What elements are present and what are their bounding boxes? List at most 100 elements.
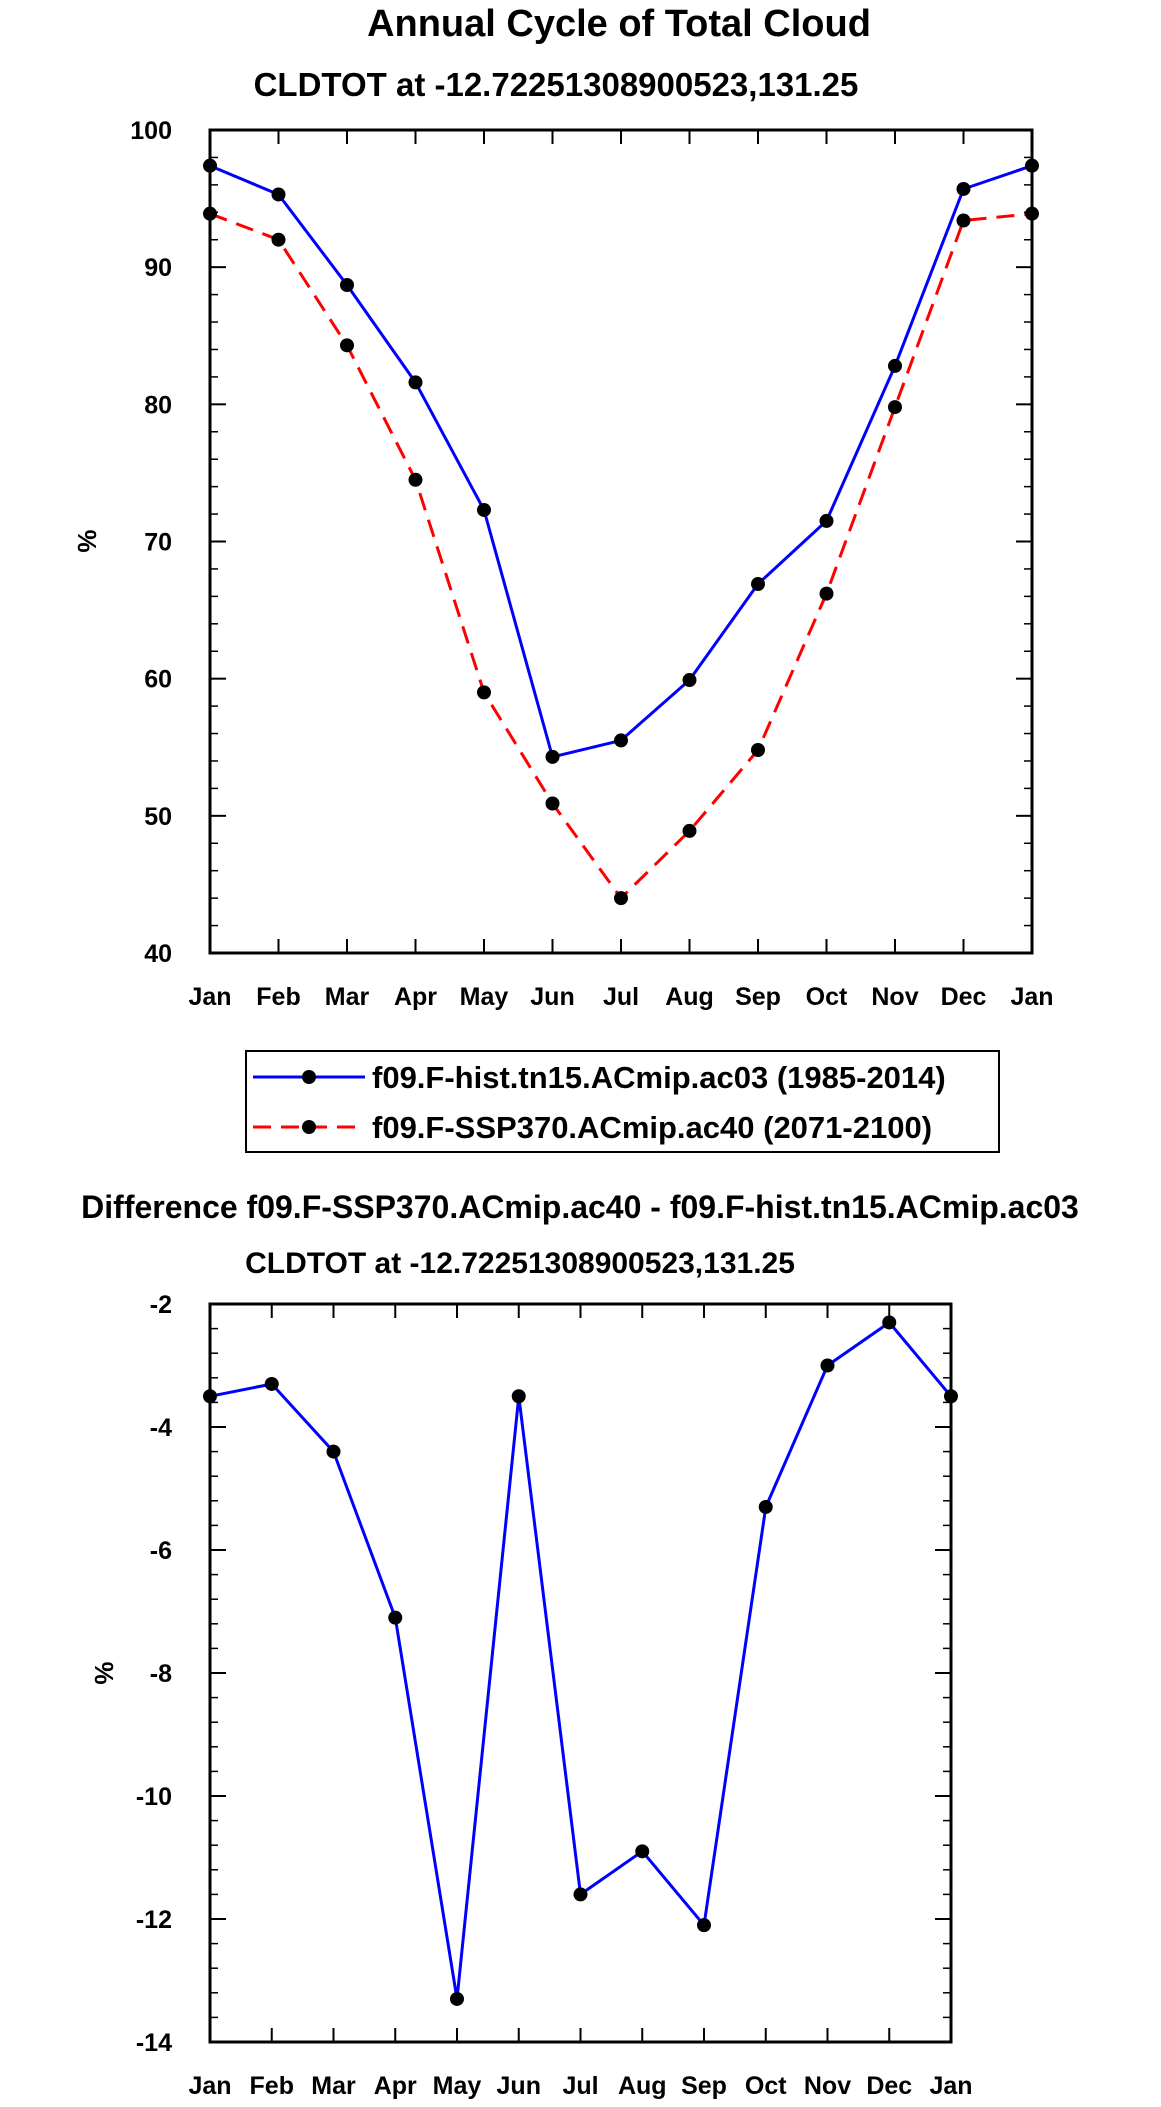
chart2-subtitle: CLDTOT at -12.72251308900523,131.25 xyxy=(245,1247,795,1280)
legend-label-hist: f09.F-hist.tn15.ACmip.ac03 (1985-2014) xyxy=(372,1060,946,1095)
legend-box xyxy=(245,1050,1000,1153)
chart2-markers xyxy=(203,1315,958,2006)
data-point-marker xyxy=(340,338,354,353)
data-point-marker xyxy=(340,277,354,292)
data-point-marker xyxy=(477,502,491,517)
chart2-y-tick-labels: -14 -12 -10 -8 -6 -4 -2 xyxy=(136,1291,172,2057)
chart2-plot-frame xyxy=(208,1302,953,2044)
chart1-series-lines xyxy=(209,164,1033,900)
data-point-marker xyxy=(545,749,560,764)
data-point-marker xyxy=(758,1499,773,1514)
legend-marker-hist xyxy=(302,1070,316,1084)
x-tick-label: Jan xyxy=(1010,983,1053,1011)
x-tick-label: Jan xyxy=(188,983,231,1011)
chart1-ticks xyxy=(209,129,1033,954)
chart1-plot-frame xyxy=(208,128,1034,955)
difference-chart: Difference f09.F-SSP370.ACmip.ac40 - f09… xyxy=(81,1189,1079,2100)
chart1-y-tick-labels: 40 50 60 70 80 90 100 xyxy=(130,117,172,968)
y-tick-label: 100 xyxy=(130,117,172,145)
x-tick-label: Jan xyxy=(188,2072,231,2100)
x-tick-label: Jul xyxy=(603,983,639,1011)
x-tick-label: May xyxy=(433,2072,482,2100)
data-point-marker xyxy=(408,375,423,390)
data-point-marker xyxy=(697,1918,711,1933)
annual-cycle-chart: Annual Cycle of Total Cloud CLDTOT at -1… xyxy=(72,3,1054,1011)
x-tick-label: Sep xyxy=(681,2072,727,2100)
legend-marker-ssp370 xyxy=(302,1120,316,1134)
chart1-markers xyxy=(203,158,1039,906)
x-tick-label: Aug xyxy=(665,983,714,1011)
chart1-x-tick-labels: Jan Feb Mar Apr May Jun Jul Aug Sep Oct Nov Dec Jan xyxy=(188,983,1053,1011)
chart2-x-tick-labels: Jan Feb Mar Apr May Jun Jul Aug Sep Oct Nov Dec Jan xyxy=(188,2072,972,2100)
chart2-ticks xyxy=(209,1303,952,2043)
data-point-marker xyxy=(888,400,902,415)
x-tick-label: Sep xyxy=(735,983,781,1011)
data-point-marker xyxy=(819,586,834,601)
data-point-marker xyxy=(751,742,765,757)
legend-label-ssp370: f09.F-SSP370.ACmip.ac40 (2071-2100) xyxy=(372,1110,932,1145)
data-point-marker xyxy=(751,577,765,592)
data-point-marker xyxy=(682,673,697,688)
y-tick-label: -6 xyxy=(150,1537,172,1565)
chart1-subtitle: CLDTOT at -12.72251308900523,131.25 xyxy=(254,66,859,103)
legend-item-hist: f09.F-hist.tn15.ACmip.ac03 (1985-2014) xyxy=(253,1060,946,1095)
data-point-marker xyxy=(408,472,423,487)
x-tick-label: Apr xyxy=(374,2072,417,2100)
data-point-marker xyxy=(477,685,491,700)
data-point-marker xyxy=(888,358,902,373)
x-tick-label: Nov xyxy=(871,983,918,1011)
y-tick-label: -8 xyxy=(150,1660,172,1688)
x-tick-label: Feb xyxy=(250,2072,294,2100)
x-tick-label: Dec xyxy=(941,983,987,1011)
x-tick-label: Oct xyxy=(745,2072,787,2100)
y-tick-label: -12 xyxy=(136,1906,172,1934)
data-point-marker xyxy=(264,1376,279,1391)
x-tick-label: Aug xyxy=(618,2072,667,2100)
x-tick-label: Mar xyxy=(325,983,370,1011)
y-tick-label: -2 xyxy=(150,1291,172,1319)
x-tick-label: Oct xyxy=(806,983,848,1011)
chart2-y-axis-label: % xyxy=(89,1661,119,1684)
legend: f09.F-hist.tn15.ACmip.ac03 (1985-2014) f… xyxy=(245,1050,1000,1153)
data-point-marker xyxy=(882,1315,897,1330)
chart1-title: Annual Cycle of Total Cloud xyxy=(367,3,871,45)
data-point-marker xyxy=(573,1887,588,1902)
x-tick-label: Nov xyxy=(804,2072,851,2100)
chart2-title: Difference f09.F-SSP370.ACmip.ac40 - f09… xyxy=(81,1189,1079,1225)
y-tick-label: 60 xyxy=(144,666,172,694)
data-point-marker xyxy=(271,187,286,202)
y-tick-label: 90 xyxy=(144,254,172,282)
y-tick-label: -14 xyxy=(136,2029,172,2057)
data-point-marker xyxy=(326,1444,341,1459)
data-point-marker xyxy=(450,1991,464,2006)
data-point-marker xyxy=(820,1358,835,1373)
data-point-marker xyxy=(819,513,834,528)
x-tick-label: Mar xyxy=(311,2072,356,2100)
y-tick-label: -4 xyxy=(150,1414,172,1442)
x-tick-label: Jun xyxy=(497,2072,541,2100)
data-point-marker xyxy=(388,1610,403,1625)
data-point-marker xyxy=(682,823,697,838)
x-tick-label: Feb xyxy=(256,983,300,1011)
data-point-marker xyxy=(956,181,971,196)
series-line-1 xyxy=(209,212,1033,900)
data-point-marker xyxy=(511,1389,526,1404)
data-point-marker xyxy=(635,1844,650,1859)
y-tick-label: 50 xyxy=(144,803,172,831)
x-tick-label: Apr xyxy=(394,983,437,1011)
chart1-y-axis-label: % xyxy=(72,529,102,552)
x-tick-label: May xyxy=(460,983,509,1011)
data-point-marker xyxy=(271,232,286,247)
y-tick-label: 70 xyxy=(144,529,172,557)
x-tick-label: Jan xyxy=(929,2072,972,2100)
data-point-marker xyxy=(614,891,628,906)
data-point-marker xyxy=(545,796,560,811)
y-tick-label: 80 xyxy=(144,391,172,419)
x-tick-label: Dec xyxy=(866,2072,912,2100)
x-tick-label: Jul xyxy=(562,2072,598,2100)
data-point-marker xyxy=(956,213,971,228)
series-line-0 xyxy=(209,164,1033,759)
y-tick-label: 40 xyxy=(144,940,172,968)
y-tick-label: -10 xyxy=(136,1783,172,1811)
